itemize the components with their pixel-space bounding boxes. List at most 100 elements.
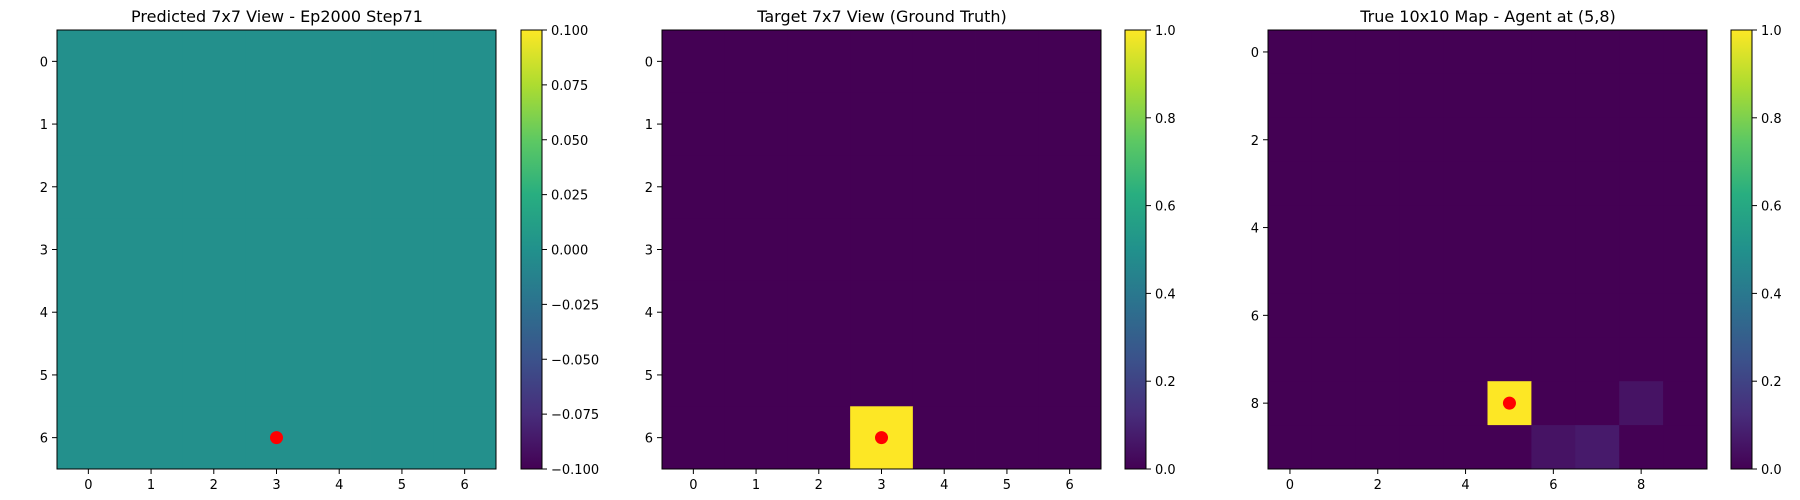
heatmap-cell (975, 30, 1039, 94)
heatmap-cell (119, 218, 183, 282)
heatmap-cell (1619, 30, 1664, 75)
heatmap-cell (370, 92, 434, 156)
y-tick-label: 4 (1251, 222, 1259, 237)
heatmap-cell (662, 155, 726, 219)
heatmap-cell (1399, 161, 1444, 206)
heatmap-cell (1311, 425, 1357, 470)
heatmap-cell (662, 30, 726, 94)
x-tick-label: 0 (689, 478, 697, 493)
heatmap-cell (245, 343, 309, 407)
heatmap-cell (1443, 117, 1488, 163)
heatmap-cell (1399, 337, 1444, 382)
heatmap-cell (912, 280, 976, 344)
colorbar-tick-label: −0.025 (551, 298, 599, 313)
heatmap-cell (724, 218, 788, 282)
heatmap-cell (1619, 117, 1664, 163)
heatmap-cell (1531, 205, 1576, 250)
heatmap-cell (662, 218, 726, 282)
heatmap-cell (1268, 337, 1313, 382)
heatmap-cell (1355, 205, 1401, 250)
heatmap-cell (1663, 249, 1708, 294)
panel-predicted-view: Predicted 7x7 View - Ep2000 Step71 0 1 2 3 4… (40, 7, 599, 493)
heatmap: 0 2 4 6 8 0 2 4 6 8 (1251, 29, 1708, 493)
heatmap-cell (1038, 343, 1102, 407)
heatmap-cell (1663, 293, 1708, 338)
heatmap: 0 1 2 3 4 5 6 0 1 2 3 4 5 6 (645, 29, 1102, 493)
heatmap-cell (1355, 249, 1401, 294)
heatmap-cell (1311, 337, 1357, 382)
heatmap-cell (1311, 117, 1357, 163)
heatmap-cell (1531, 337, 1576, 382)
heatmap-cell (1355, 30, 1401, 75)
heatmap-cell (307, 30, 371, 94)
heatmap-cell (1311, 161, 1357, 206)
heatmap-cell (182, 155, 246, 219)
agent-marker (270, 431, 283, 445)
y-tick-label: 0 (1251, 46, 1259, 61)
heatmap-cell (182, 218, 246, 282)
heatmap-cell (433, 406, 497, 470)
heatmap-cell (1619, 381, 1664, 426)
heatmap-cell (1575, 249, 1620, 294)
heatmap-cell (1443, 381, 1488, 426)
colorbar-tick-label: 0.100 (551, 24, 588, 39)
heatmap-cell (1399, 205, 1444, 250)
colorbar-tick-label: 0.4 (1155, 287, 1176, 302)
colorbar: 0.0 0.2 0.4 0.6 0.8 1.0 (1124, 24, 1176, 478)
x-tick-label: 0 (1286, 478, 1294, 493)
heatmap-cell (1443, 161, 1488, 206)
heatmap-cell (1487, 293, 1532, 338)
heatmap-cell (912, 30, 976, 94)
heatmap-cell (1038, 406, 1102, 470)
heatmap-cell (1311, 205, 1357, 250)
heatmap-cell (57, 30, 121, 94)
heatmap-cell (787, 343, 851, 407)
heatmap-cell (912, 155, 976, 219)
heatmap-cell (1355, 117, 1401, 163)
x-tick-label: 4 (940, 478, 948, 493)
heatmap-cell (1663, 73, 1708, 119)
heatmap-cell (57, 92, 121, 156)
colorbar-tick-label: 0.000 (551, 244, 588, 259)
y-tick-label: 2 (645, 181, 653, 196)
heatmap-cell (370, 30, 434, 94)
heatmap-cell (1531, 73, 1576, 119)
heatmap-cell (1268, 73, 1313, 119)
heatmap-cell (182, 343, 246, 407)
heatmap-cell (119, 406, 183, 470)
heatmap-cell (1311, 73, 1357, 119)
heatmap-cell (1038, 280, 1102, 344)
heatmap-cell (1487, 30, 1532, 75)
heatmap-cell (119, 92, 183, 156)
heatmap-cell (1575, 205, 1620, 250)
heatmap-cell (1355, 337, 1401, 382)
heatmap-cell (1443, 249, 1488, 294)
colorbar-tick-label: 0.2 (1155, 375, 1176, 390)
heatmap-cell (245, 30, 309, 94)
x-tick-label: 3 (272, 478, 280, 493)
heatmap-cell (1575, 425, 1620, 470)
heatmap-cell (1038, 92, 1102, 156)
heatmap-cell (1575, 161, 1620, 206)
heatmap-cell (370, 406, 434, 470)
heatmap-cell (975, 218, 1039, 282)
heatmap-cell (1355, 381, 1401, 426)
colorbar: −0.100 −0.075 −0.050 −0.025 0.000 0.025 0.050 0… (520, 24, 599, 478)
heatmap-cell (1575, 30, 1620, 75)
heatmap-cell (912, 92, 976, 156)
heatmap-cell (1619, 205, 1664, 250)
agent-marker (1502, 396, 1516, 410)
colorbar-frame (1730, 29, 1753, 470)
heatmap-cell (1355, 425, 1401, 470)
heatmap-cell (1531, 161, 1576, 206)
y-tick-label: 5 (645, 369, 653, 384)
heatmap-cell (57, 280, 121, 344)
heatmap-cell (1575, 337, 1620, 382)
heatmap-cell (370, 218, 434, 282)
heatmap-cell (1575, 117, 1620, 163)
y-tick-label: 6 (645, 432, 653, 447)
heatmap-cell (1619, 73, 1664, 119)
colorbar-tick-label: 1.0 (1155, 24, 1176, 39)
heatmap-cell (787, 406, 851, 470)
heatmap-cell (307, 280, 371, 344)
